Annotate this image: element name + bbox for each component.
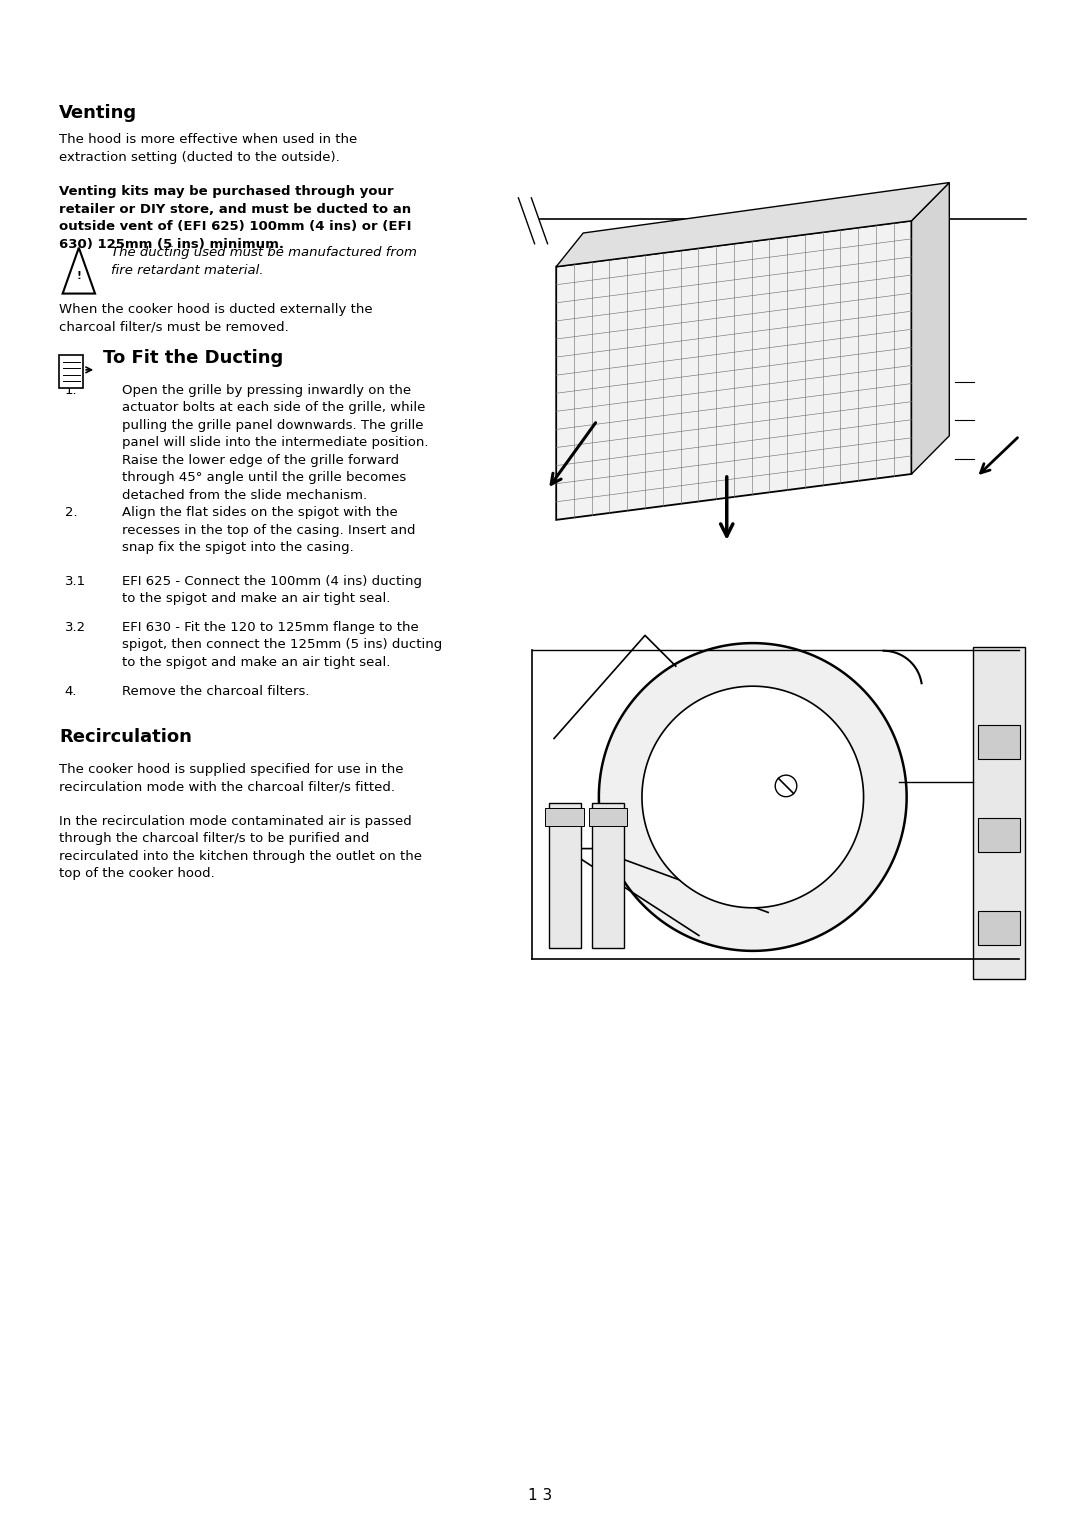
Bar [545, 807, 584, 826]
Text: The cooker hood is supplied specified for use in the
recirculation mode with the: The cooker hood is supplied specified fo… [59, 763, 404, 794]
Text: 2.: 2. [65, 506, 78, 520]
Text: EFI 625 - Connect the 100mm (4 ins) ducting
to the spigot and make an air tight : EFI 625 - Connect the 100mm (4 ins) duct… [122, 575, 422, 605]
Text: The ducting used must be manufactured from
fire retardant material.: The ducting used must be manufactured fr… [111, 246, 417, 277]
Text: The hood is more effective when used in the
extraction setting (ducted to the ou: The hood is more effective when used in … [59, 133, 357, 164]
Bar [59, 355, 83, 388]
Text: 3.1: 3.1 [65, 575, 86, 589]
Text: 1.: 1. [65, 384, 78, 398]
Text: 1 3: 1 3 [528, 1488, 552, 1503]
Text: When the cooker hood is ducted externally the
charcoal filter/s must be removed.: When the cooker hood is ducted externall… [59, 303, 373, 333]
Bar [589, 807, 627, 826]
Polygon shape [556, 182, 949, 266]
Bar [549, 803, 581, 948]
Text: Align the flat sides on the spigot with the
recesses in the top of the casing. I: Align the flat sides on the spigot with … [122, 506, 416, 553]
Text: To Fit the Ducting: To Fit the Ducting [103, 349, 283, 367]
Bar [978, 910, 1020, 945]
Bar [592, 803, 624, 948]
Polygon shape [912, 182, 949, 474]
Polygon shape [775, 775, 797, 797]
Text: EFI 630 - Fit the 120 to 125mm flange to the
spigot, then connect the 125mm (5 i: EFI 630 - Fit the 120 to 125mm flange to… [122, 621, 443, 668]
Polygon shape [642, 687, 864, 908]
Text: !: ! [77, 271, 81, 281]
Bar [978, 818, 1020, 852]
Bar [973, 647, 1025, 979]
Text: In the recirculation mode contaminated air is passed
through the charcoal filter: In the recirculation mode contaminated a… [59, 815, 422, 881]
Text: 3.2: 3.2 [65, 621, 86, 635]
Text: Open the grille by pressing inwardly on the
actuator bolts at each side of the g: Open the grille by pressing inwardly on … [122, 384, 429, 502]
Bar [978, 725, 1020, 758]
Polygon shape [599, 644, 906, 951]
Text: Venting: Venting [59, 104, 137, 122]
Text: Venting kits may be purchased through your
retailer or DIY store, and must be du: Venting kits may be purchased through yo… [59, 185, 411, 251]
Text: Recirculation: Recirculation [59, 728, 192, 746]
Polygon shape [556, 220, 912, 520]
Text: Remove the charcoal filters.: Remove the charcoal filters. [122, 685, 310, 699]
Text: 4.: 4. [65, 685, 78, 699]
